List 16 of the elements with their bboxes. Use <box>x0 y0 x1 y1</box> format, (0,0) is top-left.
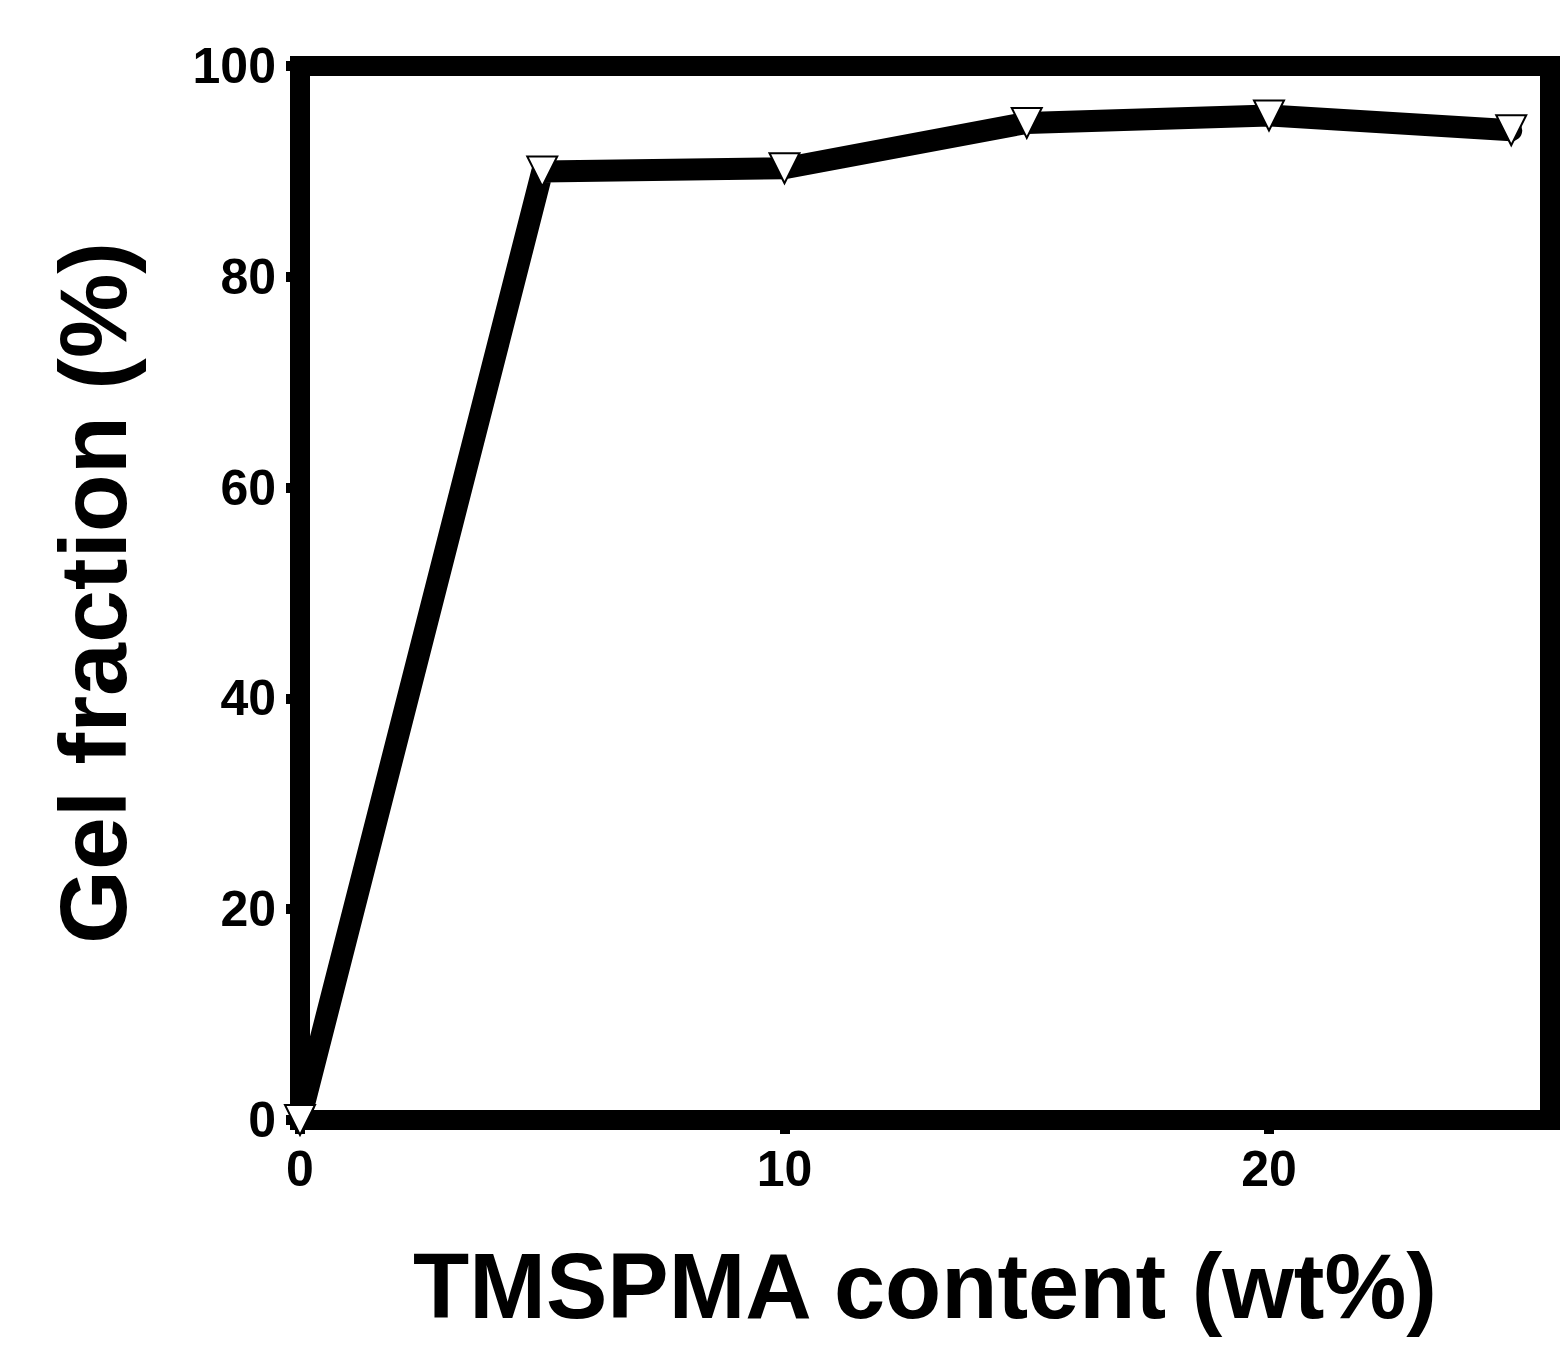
x-tick-label: 20 <box>1241 1141 1297 1197</box>
y-axis-title: Gel fraction (%) <box>39 241 146 945</box>
point <box>768 152 801 185</box>
y-tick-label: 80 <box>220 248 276 305</box>
point <box>1252 99 1285 132</box>
point <box>284 1104 316 1136</box>
x-tick-label: 0 <box>286 1141 314 1197</box>
x-tick-label: 10 <box>756 1141 813 1197</box>
y-tick-label: 60 <box>220 459 276 516</box>
y-tick-label: 20 <box>220 881 276 938</box>
y-tick-label: 100 <box>192 38 276 94</box>
y-tick-label: 40 <box>220 670 276 727</box>
point <box>1010 106 1043 139</box>
point <box>1495 114 1528 147</box>
y-tick-label: 0 <box>248 1092 276 1148</box>
x-axis-title: TMSPMA content (wt%) <box>413 1235 1437 1337</box>
